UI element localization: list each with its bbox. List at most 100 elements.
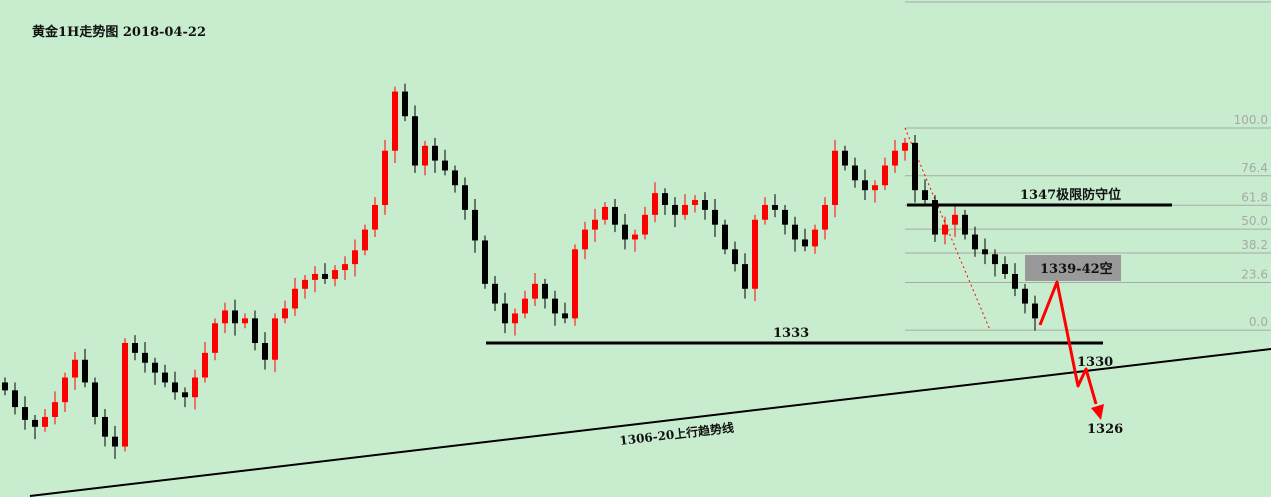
candle-body <box>452 170 458 186</box>
candle-body <box>582 229 588 250</box>
candle-body <box>202 352 208 378</box>
candle-body <box>932 200 938 235</box>
candle-body <box>252 318 258 343</box>
candle-body <box>952 214 958 225</box>
candle <box>292 277 298 316</box>
candle <box>502 292 508 334</box>
candle <box>332 265 338 287</box>
candle <box>602 202 608 225</box>
candle-body <box>22 407 28 420</box>
candle <box>662 188 668 215</box>
candle-body <box>832 150 838 205</box>
candle-body <box>602 206 608 220</box>
candle <box>1002 256 1008 279</box>
candle-body <box>732 249 738 265</box>
fib-level-label: 100.0 <box>1234 113 1268 127</box>
fib-level-label: 23.6 <box>1241 267 1268 281</box>
candle <box>542 278 548 309</box>
candle <box>492 275 498 311</box>
candle-body <box>642 214 648 235</box>
candle-body <box>342 264 348 271</box>
candle-body <box>272 318 278 360</box>
candle-body <box>222 310 228 324</box>
candle <box>372 197 378 238</box>
candle <box>942 216 948 245</box>
candle-body <box>682 204 688 215</box>
candle-body <box>822 204 828 230</box>
candle <box>242 313 248 329</box>
candle <box>952 203 958 238</box>
candle <box>412 105 418 173</box>
candle <box>192 369 198 410</box>
candle-body <box>1022 288 1028 304</box>
candle <box>62 372 68 413</box>
candle-body <box>962 214 968 235</box>
candle-body <box>412 116 418 166</box>
candle <box>432 137 438 173</box>
candle <box>122 338 128 452</box>
candle <box>672 197 678 228</box>
candle <box>32 414 38 440</box>
short-zone-label: 1339-42空 <box>1040 261 1113 277</box>
candle-body <box>1032 303 1038 319</box>
candle-body <box>652 193 658 215</box>
candle-body <box>782 209 788 225</box>
candle-body <box>62 377 68 403</box>
candle-body <box>142 352 148 363</box>
candle-body <box>672 204 678 215</box>
candle <box>202 342 208 383</box>
candle-body <box>332 270 338 279</box>
candle <box>612 199 618 233</box>
candle <box>22 396 28 430</box>
candle <box>392 86 398 164</box>
uptrend-line <box>29 348 1271 497</box>
candle <box>772 194 778 218</box>
candle-body <box>72 359 78 378</box>
candle <box>92 377 98 425</box>
candle <box>532 272 538 307</box>
candle-body <box>662 193 668 205</box>
candle-body <box>472 209 478 241</box>
candle-body <box>232 310 238 324</box>
candle <box>282 300 288 324</box>
candle <box>752 214 758 302</box>
candle <box>522 290 528 319</box>
candle-body <box>592 219 598 230</box>
candle <box>982 238 988 265</box>
candle <box>562 302 568 324</box>
fibonacci-retracement: 100.0 76.4 61.8 50.0 38.2 23.6 0.0 <box>905 113 1271 331</box>
candle-body <box>102 416 108 437</box>
candle-body <box>352 250 358 265</box>
candle-body <box>362 229 368 251</box>
candle-body <box>482 240 488 284</box>
candle-body <box>862 180 868 191</box>
candle <box>262 332 268 370</box>
candle <box>12 382 18 415</box>
candle-body <box>562 313 568 319</box>
candle-body <box>292 288 298 309</box>
candle-body <box>632 234 638 240</box>
candle <box>972 226 978 257</box>
candle <box>232 299 238 336</box>
candle <box>902 137 908 161</box>
candle <box>842 145 848 171</box>
candle-body <box>792 224 798 240</box>
candle <box>52 391 58 425</box>
candle-body <box>372 204 378 230</box>
candle-body <box>432 145 438 161</box>
fib-level-label: 38.2 <box>1241 238 1268 252</box>
candle-body <box>532 283 538 299</box>
candle <box>702 192 708 220</box>
support-label: 1333 <box>773 326 809 341</box>
candle <box>402 83 408 122</box>
candle-body <box>242 318 248 324</box>
candle-body <box>492 283 498 304</box>
candle <box>462 177 468 220</box>
candle-body <box>872 185 878 191</box>
candle <box>852 157 858 188</box>
candle-body <box>112 436 118 447</box>
candle <box>582 221 588 260</box>
candle <box>802 228 808 252</box>
candle-body <box>772 204 778 210</box>
candle-body <box>722 224 728 250</box>
